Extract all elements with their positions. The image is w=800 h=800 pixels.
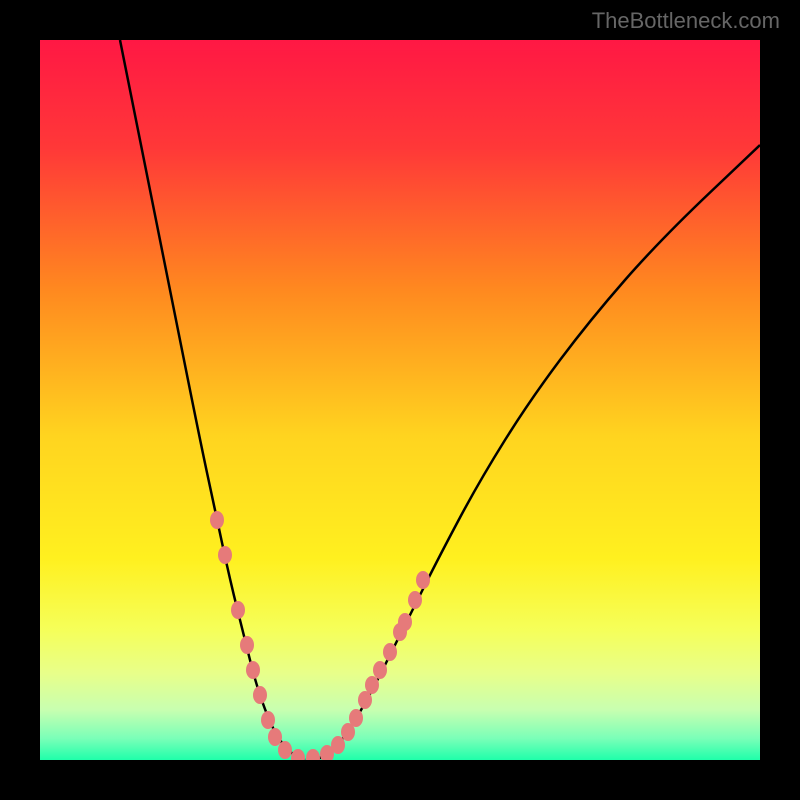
data-marker bbox=[240, 636, 254, 654]
data-marker bbox=[398, 613, 412, 631]
data-marker bbox=[306, 749, 320, 760]
data-marker bbox=[231, 601, 245, 619]
curve-layer bbox=[40, 40, 760, 760]
data-marker bbox=[278, 741, 292, 759]
data-marker bbox=[210, 511, 224, 529]
data-marker bbox=[408, 591, 422, 609]
data-marker bbox=[358, 691, 372, 709]
data-marker bbox=[416, 571, 430, 589]
data-marker bbox=[291, 749, 305, 760]
data-marker bbox=[373, 661, 387, 679]
data-marker bbox=[268, 728, 282, 746]
data-marker bbox=[383, 643, 397, 661]
data-marker bbox=[365, 676, 379, 694]
data-marker bbox=[261, 711, 275, 729]
data-marker bbox=[218, 546, 232, 564]
data-marker bbox=[253, 686, 267, 704]
data-marker bbox=[349, 709, 363, 727]
data-marker bbox=[331, 736, 345, 754]
plot-area bbox=[40, 40, 760, 760]
left-curve bbox=[120, 40, 305, 760]
watermark-text: TheBottleneck.com bbox=[592, 8, 780, 34]
data-marker bbox=[246, 661, 260, 679]
